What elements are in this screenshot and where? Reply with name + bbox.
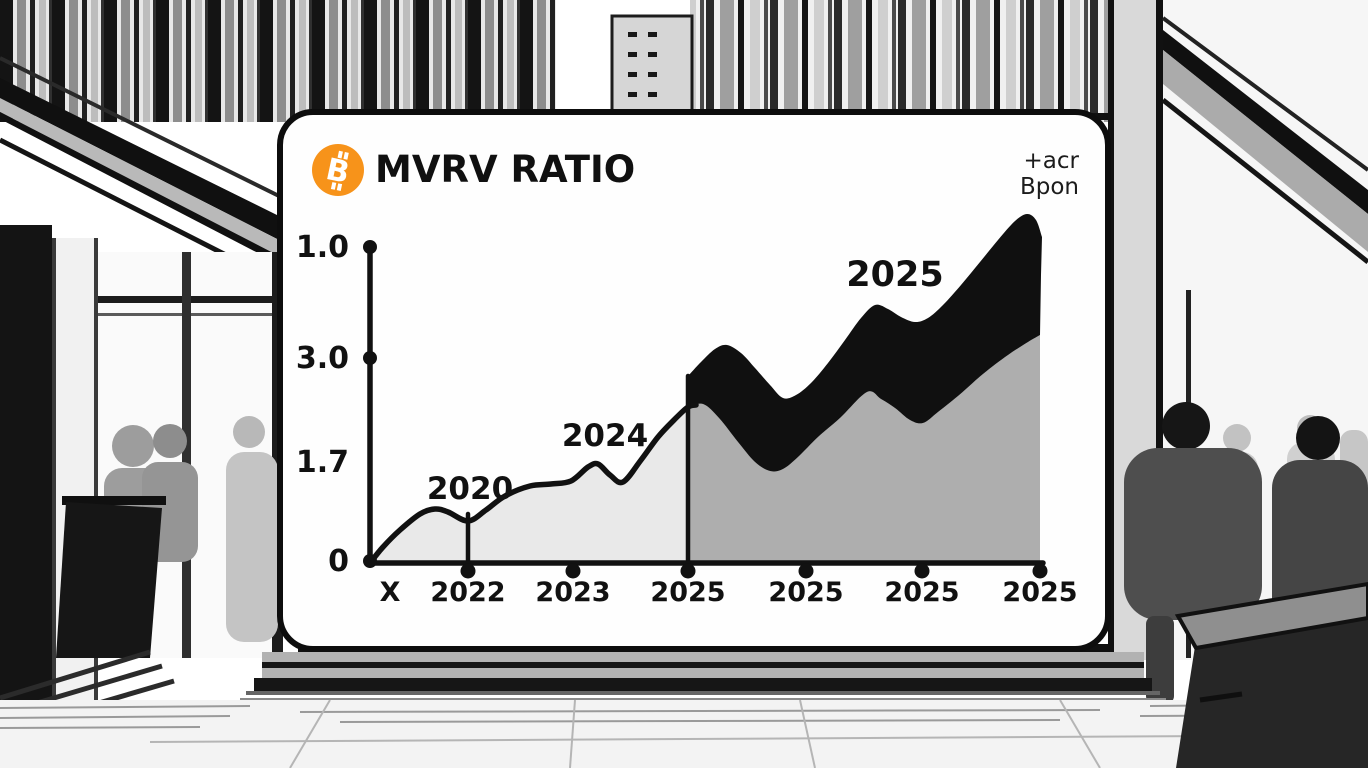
x-tick-dot <box>914 563 930 579</box>
billboard-panel: 1.0 3.0 1.7 0 X 2022 2023 2025 2025 2025 2025 202… <box>277 109 1111 652</box>
chart-annotations: 2020 2024 2025 <box>427 255 944 507</box>
x-tick-label: 2025 <box>884 577 959 608</box>
pedestrian-left <box>1124 402 1262 704</box>
store-counter <box>56 502 162 658</box>
x-tick-label: 2025 <box>650 577 725 608</box>
recent-area <box>688 335 1040 563</box>
mvrv-chart: 1.0 3.0 1.7 0 X 2022 2023 2025 2025 2025 2025 202… <box>296 213 1078 608</box>
y-tick-label: 1.7 <box>296 445 349 480</box>
chart-markers <box>465 373 691 566</box>
corner-text: +acr Bpon <box>1019 148 1079 201</box>
x-tick-label: X <box>380 577 401 608</box>
historical-area <box>370 405 696 563</box>
x-tick-dot <box>1032 563 1048 579</box>
billboard-title: MVRV RATIO <box>375 148 636 191</box>
x-tick-dot <box>565 563 581 579</box>
building-left <box>0 0 556 122</box>
y-tick-dot <box>363 240 377 254</box>
small-building-windows <box>628 32 657 97</box>
annotation-2024: 2024 <box>562 418 648 454</box>
storefront-dark-wall <box>0 225 52 710</box>
x-tick-label: 2023 <box>535 577 610 608</box>
left-awning <box>0 56 285 287</box>
sidewalk <box>0 699 1368 768</box>
trash-bin <box>1174 581 1368 768</box>
small-building <box>610 14 694 124</box>
corner-text-line-1: +acr <box>1023 148 1079 174</box>
x-tick-dots <box>460 563 1048 579</box>
x-tick-dot <box>460 563 476 579</box>
y-tick-label: 3.0 <box>296 341 349 376</box>
y-tick-dot <box>363 554 377 568</box>
x-tick-label: 2025 <box>1002 577 1077 608</box>
x-tick-labels: X 2022 2023 2025 2025 2025 2025 <box>380 577 1078 608</box>
x-tick-label: 2025 <box>768 577 843 608</box>
billboard-pedestal <box>240 644 1166 700</box>
x-tick-dot <box>798 563 814 579</box>
y-tick-label: 0 <box>328 544 349 579</box>
left-storefront <box>0 225 283 735</box>
annotation-2020: 2020 <box>427 471 513 507</box>
y-tick-dots <box>363 240 377 568</box>
corner-text-line-2: Bpon <box>1019 173 1079 200</box>
x-tick-label: 2022 <box>430 577 505 608</box>
building-right <box>690 0 1108 122</box>
historical-outline <box>367 402 699 566</box>
y-tick-dot <box>363 351 377 365</box>
annotation-2025: 2025 <box>846 255 943 295</box>
y-tick-labels: 1.0 3.0 1.7 0 <box>296 230 349 579</box>
pedestrians <box>1124 402 1368 704</box>
bitcoin-icon: B <box>311 143 365 197</box>
x-tick-dot <box>680 563 696 579</box>
y-tick-label: 1.0 <box>296 230 349 265</box>
projection-band <box>688 213 1042 472</box>
